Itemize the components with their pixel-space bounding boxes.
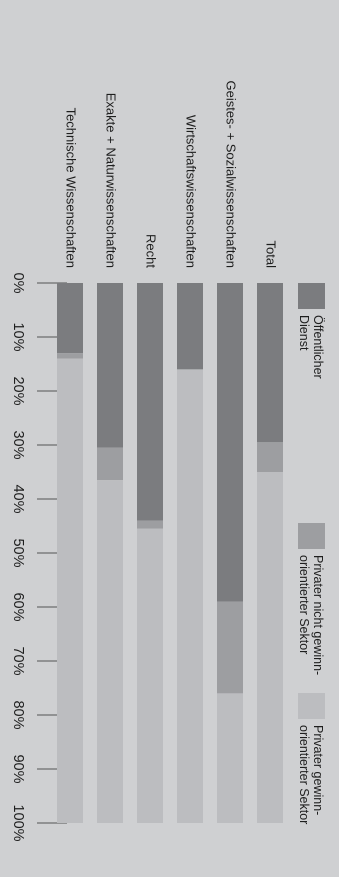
bar-recht-series-1 — [137, 283, 163, 521]
legend-label-3: Privater gewinn-orientierter Sektor — [297, 725, 325, 824]
tick-labels: 0% 10% 20% 30% 40% 50% 60% 70% 80% 90% 100% — [10, 273, 26, 842]
tick-label-4: 40% — [10, 484, 26, 513]
tick-label-9: 90% — [10, 754, 26, 783]
bar-wirtschaftswissenschaften-series-3 — [177, 369, 203, 823]
category-label-wirtschaftswissenschaften: Wirtschaftswissenschaften — [184, 115, 199, 268]
bar-technische-wissenschaften-series-3 — [57, 358, 83, 823]
legend-swatch-1 — [298, 283, 325, 309]
bar-technische-wissenschaften-series-1 — [57, 283, 83, 354]
bar-exakte-naturwissenschaften-series-2 — [97, 447, 123, 481]
tick-label-7: 70% — [10, 646, 26, 675]
legend-label-1: ÖffentlicherDienst — [297, 315, 325, 379]
category-label-technische-wissenschaften: Technische Wissenschaften — [64, 108, 79, 268]
legend-swatch-3 — [298, 693, 325, 719]
bar-geistes-sozialwissenschaften-series-1 — [217, 283, 243, 602]
bars — [57, 283, 283, 824]
bar-total-series-2 — [257, 442, 283, 472]
category-label-total: Total — [264, 241, 279, 269]
category-labels: Technische Wissenschaften Exakte + Naturw… — [64, 80, 279, 268]
bar-geistes-sozialwissenschaften-series-3 — [217, 693, 243, 824]
tick-label-10: 100% — [10, 804, 26, 841]
category-label-geistes-sozialwissenschaften: Geistes- + Sozialwissenschaften — [224, 80, 239, 268]
bar-geistes-sozialwissenschaften-series-2 — [217, 601, 243, 694]
category-label-recht: Recht — [144, 234, 159, 268]
tick-label-8: 80% — [10, 700, 26, 729]
bar-exakte-naturwissenschaften-series-1 — [97, 283, 123, 448]
bar-recht-series-3 — [137, 528, 163, 823]
legend: ÖffentlicherDienst Privater nicht gewinn-… — [297, 283, 325, 824]
tick-label-2: 20% — [10, 376, 26, 405]
category-label-exakte-naturwissenschaften: Exakte + Naturwissenschaften — [104, 93, 119, 268]
legend-label-2: Privater nicht gewinn-orientierter Sekto… — [297, 555, 325, 675]
chart-plot: Technische Wissenschaften Exakte + Naturw… — [10, 80, 325, 842]
legend-swatch-2 — [298, 523, 325, 549]
bar-total-series-3 — [257, 472, 283, 823]
bar-exakte-naturwissenschaften-series-3 — [97, 480, 123, 823]
tick-label-1: 10% — [10, 322, 26, 351]
bar-total-series-1 — [257, 283, 283, 443]
tick-label-0: 0% — [10, 273, 26, 294]
tick-label-3: 30% — [10, 430, 26, 459]
bar-technische-wissenschaften-series-2 — [57, 353, 83, 359]
bar-wirtschaftswissenschaften-series-1 — [177, 283, 203, 370]
bar-recht-series-2 — [137, 520, 163, 529]
tick-label-5: 50% — [10, 538, 26, 567]
tick-label-6: 60% — [10, 592, 26, 621]
